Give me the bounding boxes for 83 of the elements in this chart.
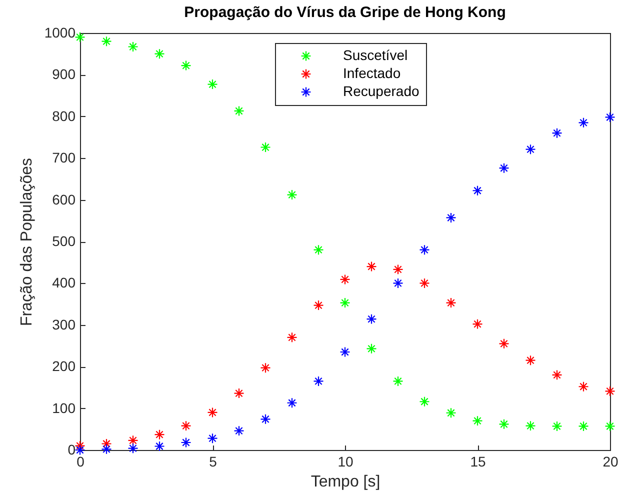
- point: [604, 112, 616, 123]
- point: [366, 314, 377, 324]
- point: [128, 41, 138, 52]
- chart-title: Propagação do Vírus da Gripe de Hong Kong: [184, 4, 506, 21]
- point: [446, 298, 456, 308]
- point: [101, 36, 112, 47]
- point: [498, 418, 510, 430]
- point: [446, 212, 456, 224]
- point: [180, 60, 192, 71]
- point: [313, 244, 324, 256]
- x-tick-label: 20: [602, 454, 618, 470]
- point: [578, 381, 589, 392]
- point: [472, 416, 483, 426]
- point: [128, 443, 138, 454]
- point: [552, 370, 562, 380]
- point: [234, 426, 244, 436]
- y-tick-label: 400: [52, 274, 76, 291]
- y-tick-label: 300: [52, 316, 76, 332]
- y-tick-label: 600: [52, 191, 76, 208]
- point: [207, 433, 218, 444]
- point: [180, 420, 192, 432]
- point: [604, 386, 616, 396]
- y-tick-label: 900: [52, 66, 76, 82]
- point: [234, 106, 244, 116]
- y-tick-label: 700: [52, 150, 76, 166]
- point: [604, 420, 616, 432]
- y-axis-title: Fração das Populações: [18, 158, 36, 326]
- point: [260, 414, 271, 424]
- legend-label: Suscetível: [343, 47, 408, 63]
- point: [366, 261, 377, 272]
- point: [578, 420, 589, 432]
- point: [74, 32, 86, 42]
- point: [128, 435, 138, 446]
- point: [207, 79, 218, 90]
- point: [313, 300, 324, 311]
- point: [340, 274, 350, 285]
- point: [498, 338, 510, 349]
- y-tick-label: 100: [52, 400, 76, 416]
- point: [419, 278, 430, 288]
- point: [578, 117, 589, 128]
- point: [472, 318, 483, 330]
- point: [366, 343, 377, 354]
- x-axis-title: Tempo [s]: [310, 474, 380, 490]
- point: [340, 298, 350, 308]
- point: [472, 185, 483, 196]
- point: [340, 346, 350, 358]
- legend-label: Infectado: [343, 65, 401, 81]
- point: [552, 420, 562, 432]
- point: [392, 278, 404, 288]
- y-tick-label: 800: [52, 108, 76, 124]
- point: [446, 408, 456, 418]
- point: [498, 162, 510, 174]
- point: [260, 142, 271, 153]
- point: [525, 355, 536, 366]
- y-tick-label: 500: [52, 233, 76, 249]
- point: [525, 420, 536, 432]
- point: [101, 438, 112, 450]
- point: [286, 332, 298, 343]
- point: [313, 376, 324, 386]
- point: [101, 444, 112, 454]
- point: [74, 444, 86, 456]
- y-tick-label: 0: [68, 442, 76, 458]
- point: [180, 437, 192, 448]
- point: [552, 128, 562, 138]
- y-tick-label: 1000: [44, 24, 76, 40]
- point: [154, 429, 165, 440]
- legend-label: Recuperado: [343, 83, 420, 99]
- x-tick-label: 5: [209, 454, 218, 470]
- point: [260, 362, 271, 374]
- point: [286, 190, 298, 200]
- point: [525, 144, 536, 155]
- point: [234, 388, 244, 399]
- point: [207, 407, 218, 418]
- point: [392, 264, 404, 275]
- x-tick-label: 10: [338, 454, 354, 470]
- point: [286, 398, 298, 408]
- x-tick-label: 15: [470, 454, 486, 470]
- point: [154, 440, 165, 452]
- point: [419, 396, 430, 407]
- point: [392, 376, 404, 386]
- point: [154, 48, 165, 60]
- y-tick-label: 200: [52, 358, 76, 374]
- point: [419, 244, 430, 256]
